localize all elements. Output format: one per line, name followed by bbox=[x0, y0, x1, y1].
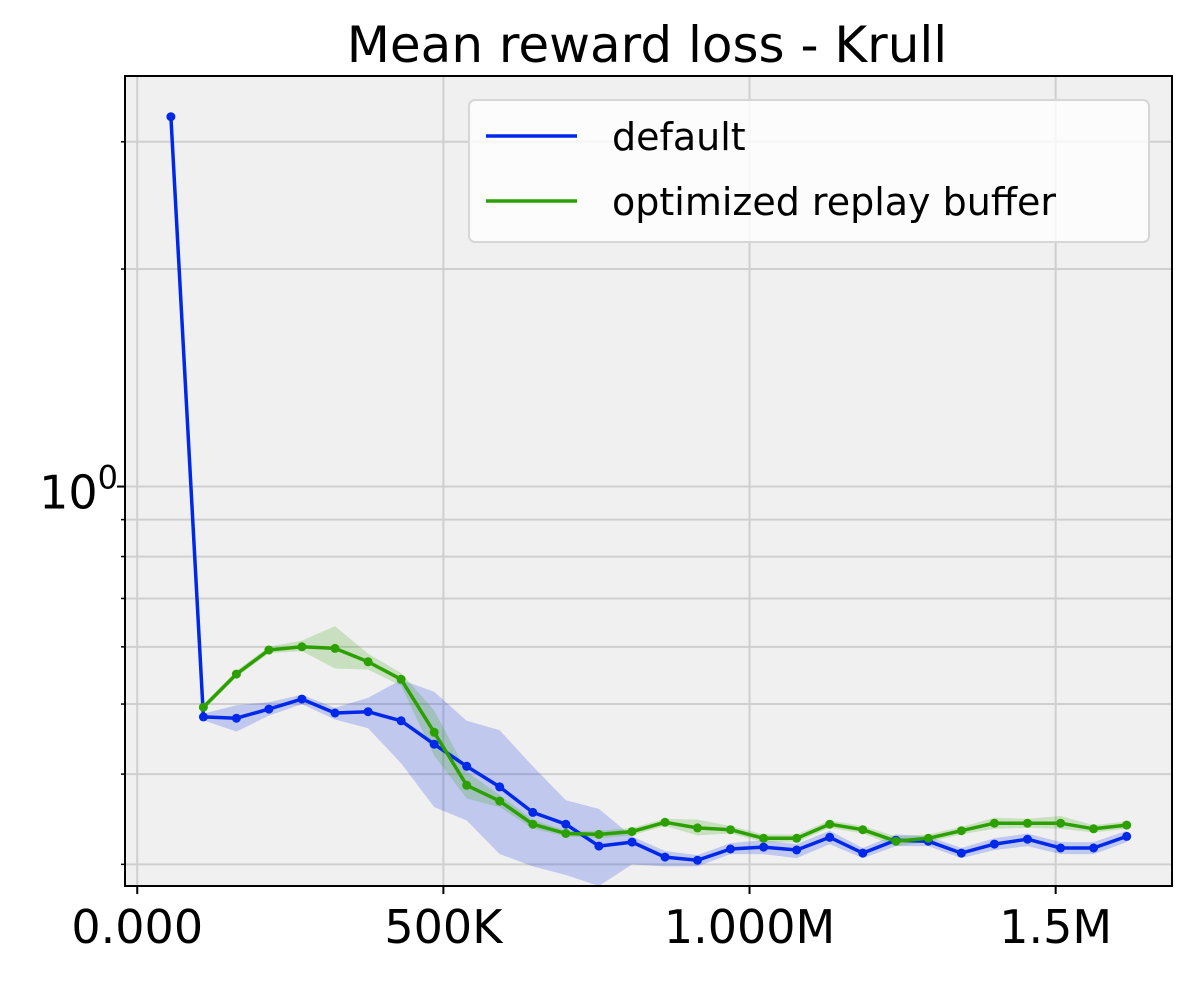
point-0-2 bbox=[231, 713, 241, 723]
chart-title: Mean reward loss - Krull bbox=[347, 16, 947, 74]
point-1-4 bbox=[297, 642, 307, 652]
point-1-11 bbox=[528, 819, 538, 829]
point-0-28 bbox=[1089, 843, 1099, 853]
point-0-8 bbox=[429, 739, 439, 749]
point-0-13 bbox=[594, 841, 604, 851]
x-tick-label-2: 1.000M bbox=[664, 900, 835, 954]
x-tick-label-3: 1.5M bbox=[999, 900, 1112, 954]
point-1-16 bbox=[693, 823, 702, 833]
point-0-19 bbox=[792, 845, 802, 855]
point-1-28 bbox=[1089, 824, 1099, 834]
point-0-17 bbox=[726, 844, 735, 854]
point-0-26 bbox=[1023, 834, 1032, 844]
point-0-10 bbox=[495, 782, 505, 792]
point-0-1 bbox=[198, 712, 208, 722]
legend: default optimized replay buffer bbox=[468, 99, 1150, 243]
legend-box bbox=[468, 99, 1150, 243]
point-1-24 bbox=[956, 826, 966, 836]
point-0-29 bbox=[1122, 831, 1132, 841]
point-0-4 bbox=[297, 694, 307, 704]
point-0-0 bbox=[166, 112, 176, 122]
point-1-13 bbox=[594, 829, 604, 839]
legend-label-0: default bbox=[612, 115, 746, 159]
point-1-22 bbox=[891, 836, 901, 846]
point-0-7 bbox=[396, 716, 406, 726]
point-1-14 bbox=[627, 827, 637, 837]
series-points bbox=[166, 112, 1132, 865]
point-0-25 bbox=[989, 839, 999, 849]
point-1-5 bbox=[330, 643, 340, 653]
series-line-0 bbox=[169, 116, 1128, 862]
point-0-3 bbox=[264, 704, 274, 714]
point-0-5 bbox=[330, 708, 340, 718]
point-1-15 bbox=[660, 817, 670, 827]
point-0-15 bbox=[660, 852, 670, 862]
point-1-1 bbox=[198, 702, 208, 712]
point-1-8 bbox=[429, 727, 439, 737]
point-0-11 bbox=[528, 807, 538, 817]
x-axis: 0.000 500K 1.000M 1.5M bbox=[71, 886, 1112, 954]
point-0-18 bbox=[759, 842, 769, 852]
point-0-6 bbox=[363, 707, 373, 717]
legend-label-1: optimized replay buffer bbox=[612, 180, 1056, 224]
point-1-6 bbox=[363, 657, 373, 667]
plot-frame bbox=[124, 75, 1173, 887]
point-1-27 bbox=[1056, 818, 1066, 828]
point-1-29 bbox=[1122, 820, 1132, 830]
point-0-12 bbox=[561, 819, 571, 829]
point-1-20 bbox=[825, 819, 835, 829]
point-1-23 bbox=[923, 833, 933, 843]
point-0-24 bbox=[956, 848, 966, 858]
point-1-21 bbox=[858, 825, 868, 835]
point-1-25 bbox=[989, 818, 999, 828]
point-0-20 bbox=[825, 832, 835, 842]
point-1-2 bbox=[231, 669, 241, 679]
point-0-16 bbox=[693, 855, 702, 865]
point-0-14 bbox=[627, 837, 637, 847]
point-1-18 bbox=[759, 833, 769, 843]
x-tick-label-1: 500K bbox=[384, 900, 504, 954]
point-0-9 bbox=[462, 761, 472, 771]
point-1-9 bbox=[462, 780, 472, 790]
point-1-26 bbox=[1023, 818, 1032, 828]
point-0-21 bbox=[858, 848, 868, 858]
point-1-3 bbox=[264, 645, 274, 655]
point-1-17 bbox=[726, 825, 735, 835]
point-1-19 bbox=[792, 833, 802, 843]
point-1-12 bbox=[561, 829, 571, 838]
y-axis: 100 bbox=[39, 141, 125, 866]
point-1-10 bbox=[495, 796, 505, 806]
x-tick-label-0: 0.000 bbox=[71, 900, 203, 954]
point-1-7 bbox=[396, 674, 406, 684]
y-tick-label: 100 bbox=[39, 459, 118, 520]
point-0-27 bbox=[1056, 843, 1066, 853]
